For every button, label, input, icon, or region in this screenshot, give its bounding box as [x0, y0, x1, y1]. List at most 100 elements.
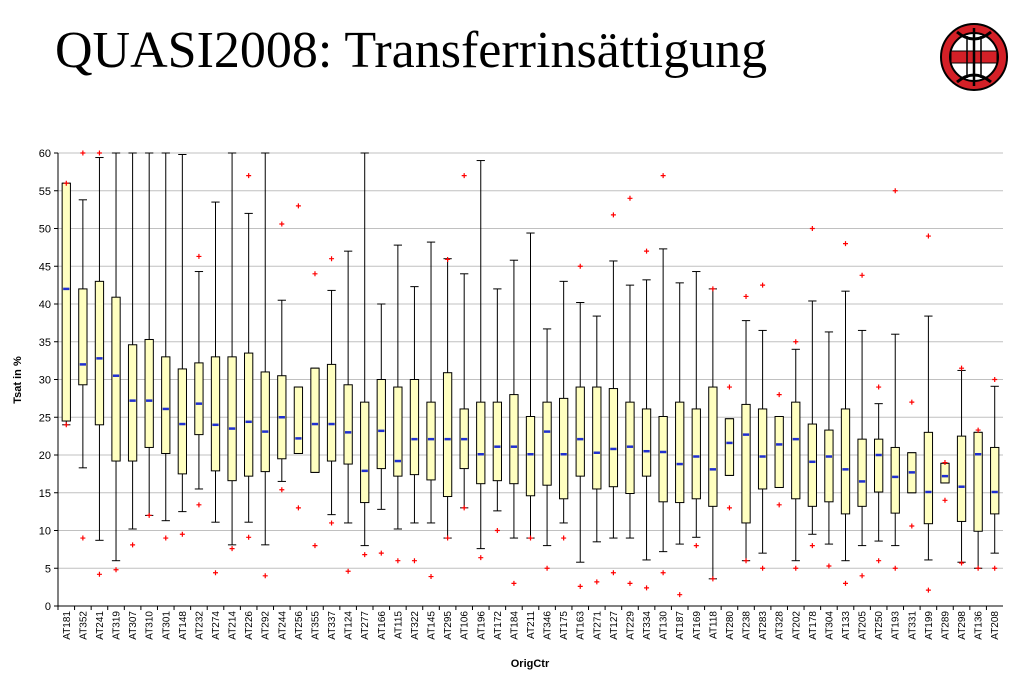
outlier-point — [959, 365, 965, 371]
y-tick-label: 60 — [39, 148, 51, 160]
iqr-box — [161, 356, 171, 454]
outlier-point — [295, 505, 301, 511]
outlier-point — [411, 558, 417, 564]
x-tick-label: AT184 — [509, 611, 520, 640]
x-tick-label: AT334 — [642, 611, 653, 640]
iqr-box — [94, 280, 105, 426]
x-tick-label: AT208 — [990, 611, 1001, 640]
outlier-point — [644, 248, 650, 254]
y-axis-label: Tsat in % — [12, 356, 24, 404]
box-at352 — [78, 150, 88, 541]
box-at304 — [824, 331, 834, 569]
outlier-point — [395, 558, 401, 564]
x-tick-label: AT193 — [891, 611, 902, 640]
box-at280 — [724, 384, 735, 511]
outlier-point — [942, 497, 948, 503]
box-at166 — [376, 303, 386, 556]
box-at124 — [343, 250, 353, 574]
outlier-point — [196, 253, 202, 259]
x-tick-label: AT202 — [791, 611, 802, 640]
box-at181 — [61, 180, 71, 428]
iqr-box — [956, 435, 967, 522]
box-at211 — [525, 232, 536, 541]
x-tick-label: AT130 — [659, 611, 670, 640]
x-tick-label: AT115 — [393, 611, 404, 639]
box-at283 — [757, 282, 768, 571]
iqr-box — [525, 415, 536, 497]
box-at295 — [442, 256, 453, 541]
box-at310 — [144, 152, 154, 518]
x-tick-label: AT256 — [294, 611, 305, 640]
box-at298 — [956, 365, 967, 566]
x-tick-label: AT187 — [675, 611, 686, 640]
x-tick-label: AT355 — [310, 611, 321, 640]
box-at127 — [608, 212, 619, 576]
outlier-point — [992, 565, 998, 571]
outlier-point — [63, 180, 69, 186]
outlier-point — [843, 241, 848, 247]
x-tick-label: AT178 — [808, 611, 819, 640]
x-tick-label: AT346 — [543, 611, 554, 640]
iqr-box — [608, 388, 619, 488]
outlier-point — [445, 535, 451, 541]
x-tick-label: AT181 — [62, 611, 73, 640]
outlier-point — [826, 563, 832, 569]
outlier-point — [660, 570, 666, 576]
box-at199 — [923, 233, 934, 593]
outlier-point — [909, 523, 915, 529]
outlier-point — [63, 422, 69, 428]
iqr-box — [393, 386, 403, 477]
x-tick-label: AT169 — [692, 611, 703, 640]
iqr-box — [724, 418, 735, 476]
outlier-point — [295, 203, 301, 209]
x-tick-label: AT319 — [112, 611, 123, 640]
box-at271 — [592, 315, 602, 585]
austrian-emblem-icon — [940, 23, 1008, 91]
box-at145 — [426, 241, 436, 580]
box-at175 — [559, 280, 569, 541]
box-at130 — [658, 173, 668, 576]
x-axis-label: OrigCtr — [511, 658, 550, 670]
x-tick-label: AT301 — [161, 611, 172, 640]
x-tick-label: AT118 — [708, 611, 719, 639]
outlier-point — [445, 256, 451, 262]
box-at244 — [277, 221, 287, 493]
iqr-box — [791, 401, 801, 500]
outlier-point — [809, 226, 815, 231]
iqr-box — [244, 352, 254, 477]
boxes — [61, 150, 1000, 598]
iqr-box — [592, 386, 602, 490]
box-at208 — [990, 377, 1000, 571]
outlier-point — [196, 502, 202, 508]
box-at133 — [840, 241, 851, 586]
outlier-point — [743, 293, 749, 299]
x-tick-label: AT322 — [410, 611, 421, 640]
x-tick-label: AT295 — [443, 611, 454, 640]
outlier-point — [760, 565, 766, 571]
iqr-box — [194, 362, 204, 436]
box-at226 — [244, 173, 254, 540]
x-tick-label: AT238 — [742, 611, 753, 640]
box-at241 — [94, 150, 105, 577]
outlier-point — [213, 570, 218, 576]
box-at229 — [625, 195, 635, 586]
outlier-point — [329, 520, 335, 526]
outlier-point — [312, 271, 318, 277]
iqr-box — [127, 344, 138, 462]
outlier-point — [925, 233, 931, 239]
outlier-point — [644, 585, 650, 591]
x-tick-label: AT271 — [592, 611, 603, 640]
iqr-box — [210, 356, 221, 472]
iqr-box — [227, 356, 237, 482]
iqr-box — [658, 415, 668, 503]
x-tick-label: AT331 — [907, 611, 918, 640]
outlier-point — [146, 512, 152, 518]
iqr-box — [310, 367, 320, 473]
x-tick-label: AT166 — [377, 611, 388, 640]
iqr-box — [973, 431, 983, 532]
outlier-point — [743, 558, 749, 564]
outlier-point — [892, 188, 898, 194]
x-tick-label: AT352 — [78, 611, 89, 640]
box-at136 — [973, 427, 983, 571]
x-tick-label: AT127 — [609, 611, 620, 640]
